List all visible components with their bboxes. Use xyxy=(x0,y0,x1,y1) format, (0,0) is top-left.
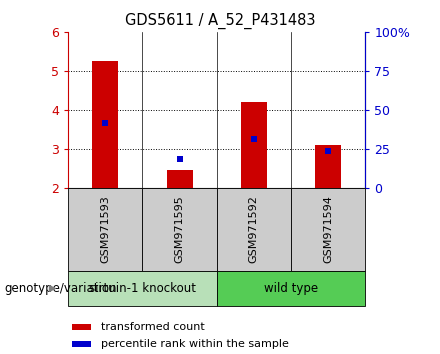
Bar xyxy=(291,188,365,271)
Text: sirtuin-1 knockout: sirtuin-1 knockout xyxy=(89,282,196,295)
Bar xyxy=(167,170,193,188)
Bar xyxy=(217,188,291,271)
Text: GSM971593: GSM971593 xyxy=(100,195,110,263)
Text: GSM971594: GSM971594 xyxy=(323,195,333,263)
Bar xyxy=(143,188,217,271)
Bar xyxy=(92,61,118,188)
Text: GSM971595: GSM971595 xyxy=(175,195,184,263)
Text: percentile rank within the sample: percentile rank within the sample xyxy=(101,339,289,349)
Bar xyxy=(217,271,365,306)
Text: wild type: wild type xyxy=(264,282,318,295)
Text: GSM971592: GSM971592 xyxy=(249,195,259,263)
Bar xyxy=(71,341,92,347)
Bar xyxy=(71,324,92,330)
Bar xyxy=(241,102,267,188)
Bar xyxy=(68,188,143,271)
Bar xyxy=(68,271,217,306)
Text: genotype/variation: genotype/variation xyxy=(4,282,117,295)
Bar xyxy=(315,145,341,188)
Text: GDS5611 / A_52_P431483: GDS5611 / A_52_P431483 xyxy=(125,12,315,29)
Text: transformed count: transformed count xyxy=(101,322,205,332)
